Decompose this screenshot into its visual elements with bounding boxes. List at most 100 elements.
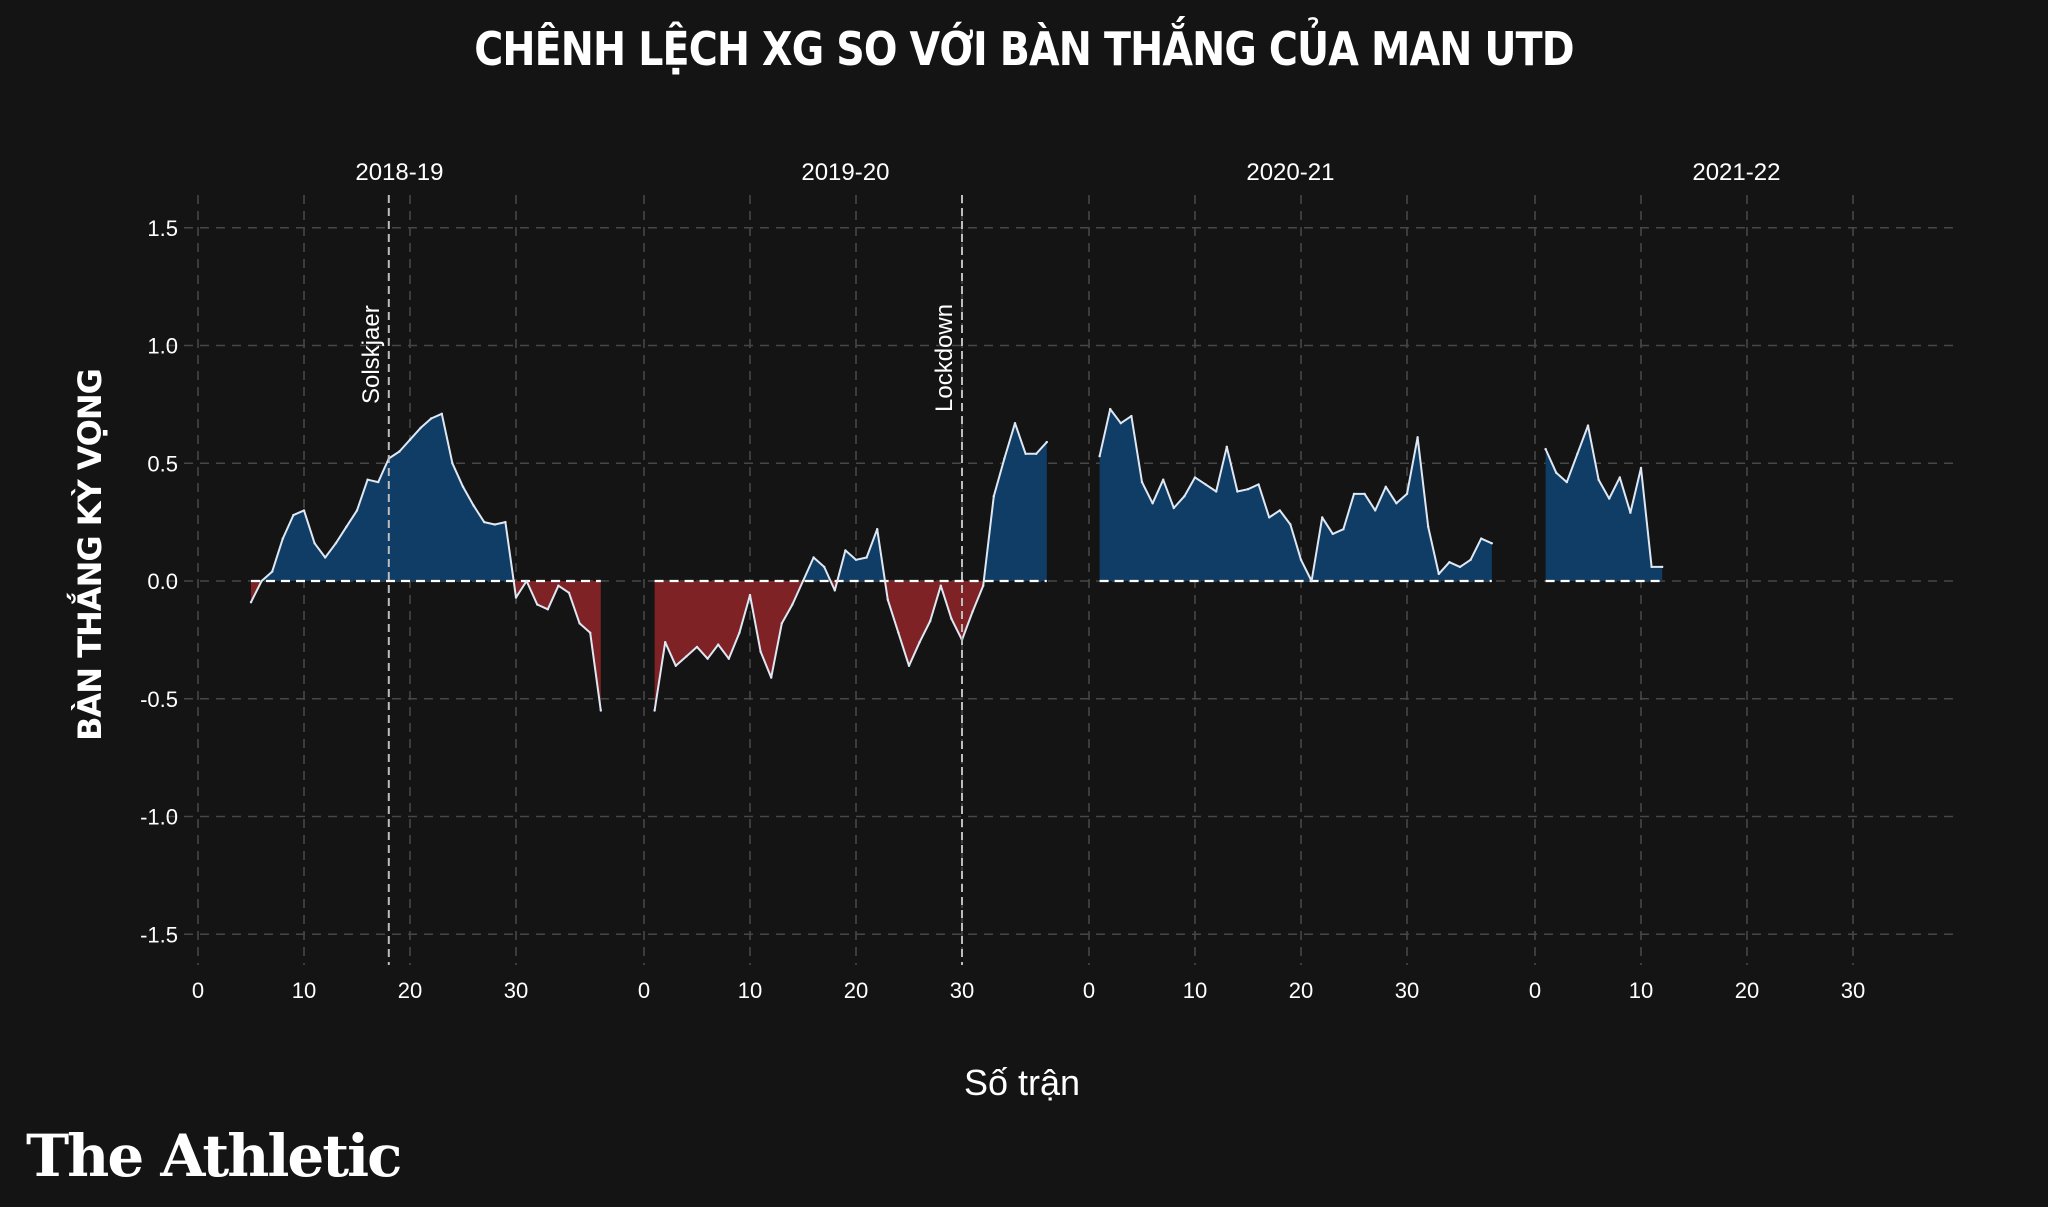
y-tick-label: -1.5	[140, 922, 178, 947]
season-label: 2021-22	[1692, 159, 1780, 186]
data-point	[493, 523, 496, 526]
y-tick-label: 0.0	[147, 569, 178, 594]
series-line	[1098, 408, 1493, 582]
data-point	[1565, 480, 1569, 484]
season-panel-2020-21: 0 10 20 30 2020-21	[1083, 159, 1494, 1003]
data-point	[249, 601, 253, 604]
data-point	[854, 558, 858, 561]
data-point	[1268, 516, 1271, 519]
data-point	[525, 579, 528, 583]
data-point	[1544, 447, 1547, 451]
data-point	[599, 709, 602, 712]
data-point	[1045, 440, 1049, 444]
data-point	[461, 485, 465, 488]
data-point	[1246, 488, 1250, 491]
data-point	[770, 676, 773, 679]
data-point	[1204, 483, 1207, 486]
annotation-label: Solskjaer	[358, 305, 385, 404]
data-point	[578, 622, 581, 625]
season-label: 2018-19	[355, 159, 443, 186]
data-point	[706, 657, 709, 660]
data-point	[377, 480, 380, 484]
data-point	[791, 603, 794, 606]
season-panels: 0 10 20 30 2018-19 Solskjaer 0 10 20 30 2019-20 Loc…	[192, 159, 1865, 1003]
data-point	[419, 426, 422, 430]
y-tick-label: -0.5	[140, 687, 178, 712]
data-point	[1650, 565, 1653, 569]
data-point	[939, 584, 942, 587]
data-point	[780, 622, 783, 625]
data-point	[717, 643, 720, 646]
data-point	[1130, 414, 1133, 418]
data-point	[546, 608, 549, 611]
data-point	[504, 520, 507, 524]
x-tick-label: 20	[398, 978, 422, 1003]
data-point	[1480, 537, 1483, 540]
data-point	[1278, 509, 1282, 512]
brand-logo: The Athletic	[26, 1122, 402, 1190]
data-point	[1310, 579, 1313, 583]
data-point	[430, 417, 433, 420]
data-point	[812, 556, 815, 559]
data-point	[971, 610, 974, 613]
data-point	[1109, 407, 1112, 411]
data-point	[1119, 422, 1123, 425]
data-point	[1342, 528, 1345, 531]
chart-title: CHÊNH LỆCH XG SO VỚI BÀN THẮNG CỦA MAN U…	[474, 22, 1574, 76]
data-point	[1140, 480, 1144, 484]
data-point	[918, 641, 921, 644]
x-tick-label: 30	[1841, 978, 1865, 1003]
data-point	[324, 556, 327, 559]
data-point	[865, 556, 868, 559]
data-point	[355, 509, 359, 512]
season-panel-2021-22: 0 10 20 30 2021-22	[1529, 159, 1865, 1003]
data-point	[1193, 476, 1197, 479]
data-point	[1321, 516, 1324, 519]
x-tick-label: 30	[504, 978, 528, 1003]
data-point	[1374, 509, 1377, 512]
y-axis-label: BÀN THẮNG KỲ VỌNG	[71, 369, 109, 741]
data-point	[514, 596, 518, 599]
y-tick-label: -1.0	[140, 805, 178, 830]
data-point	[451, 462, 454, 465]
data-point	[674, 664, 677, 667]
data-point	[1427, 525, 1430, 528]
y-tick-label: 0.5	[147, 451, 178, 476]
data-point	[1225, 445, 1229, 448]
x-tick-label: 20	[844, 978, 868, 1003]
data-point	[483, 520, 486, 524]
series-line	[250, 412, 602, 711]
annotation-label: Lockdown	[931, 304, 958, 412]
data-point	[472, 504, 475, 507]
season-panel-2019-20: 0 10 20 30 2019-20 Lockdown	[638, 159, 1049, 1003]
data-point	[1215, 490, 1218, 493]
data-point	[1629, 511, 1632, 514]
data-point	[313, 542, 316, 545]
x-tick-label: 10	[1629, 978, 1653, 1003]
y-tick-label: 1.0	[147, 334, 178, 359]
x-tick-label: 0	[1083, 978, 1095, 1003]
data-point	[833, 589, 836, 592]
data-point	[1597, 478, 1600, 481]
data-point	[366, 478, 369, 481]
data-point	[950, 617, 953, 620]
y-axis-ticks: 1.5 1.0 0.5 0.0 -0.5 -1.0 -1.5	[140, 216, 178, 948]
data-point	[1448, 561, 1451, 564]
x-axis-label: Số trận	[963, 1062, 1081, 1103]
data-point	[1162, 478, 1165, 481]
data-point	[1289, 523, 1292, 526]
data-point	[271, 570, 274, 573]
data-point	[1608, 497, 1611, 500]
positive-area	[1099, 409, 1492, 581]
data-point	[1363, 492, 1366, 496]
x-tick-label: 10	[292, 978, 316, 1003]
data-point	[302, 509, 306, 512]
data-point	[1469, 558, 1472, 561]
data-point	[929, 619, 932, 623]
data-point	[440, 412, 443, 415]
data-point	[897, 631, 900, 634]
data-point	[1151, 502, 1154, 505]
season-panel-2018-19: 0 10 20 30 2018-19 Solskjaer	[192, 159, 602, 1003]
data-point	[727, 657, 730, 660]
data-point	[260, 579, 263, 583]
